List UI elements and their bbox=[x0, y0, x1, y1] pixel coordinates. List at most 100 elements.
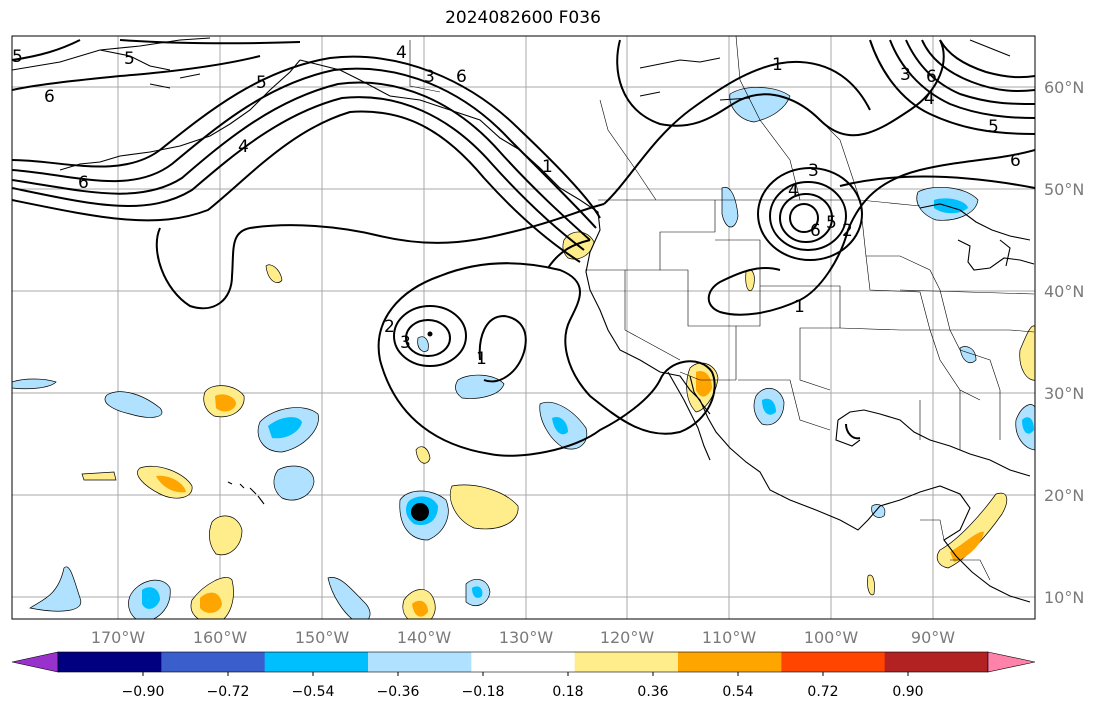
lon-label: 100°W bbox=[804, 628, 859, 647]
contour-label: 3 bbox=[808, 161, 819, 181]
contour-label: 3 bbox=[424, 67, 435, 87]
shade-blob bbox=[209, 515, 243, 556]
colorbar-cell bbox=[678, 652, 782, 672]
borders bbox=[409, 36, 1035, 581]
contour-label: 4 bbox=[238, 137, 249, 157]
lon-label: 170°W bbox=[91, 628, 146, 647]
shade-blob bbox=[327, 577, 371, 619]
shade-blob bbox=[1022, 417, 1034, 434]
colorbar-ticks: −0.90 −0.72 −0.54 −0.36 −0.18 0.18 0.36 0.54 0.7… bbox=[122, 672, 924, 700]
shade-blob bbox=[12, 378, 57, 390]
colorbar: −0.90 −0.72 −0.54 −0.36 −0.18 0.18 0.36 0.54 0.7… bbox=[11, 651, 1036, 700]
colorbar-cell bbox=[574, 652, 679, 672]
shade-blob bbox=[417, 336, 429, 352]
shade-blob bbox=[552, 416, 568, 435]
shade-blob bbox=[696, 370, 712, 397]
shade-blob bbox=[29, 566, 82, 612]
lon-label: 140°W bbox=[397, 628, 452, 647]
shade-blob bbox=[959, 346, 977, 363]
contour-label: 6 bbox=[78, 173, 89, 193]
shade-blob bbox=[762, 398, 776, 415]
contour-label: 6 bbox=[1010, 151, 1021, 171]
low-center-marker bbox=[427, 331, 433, 337]
contour-label: 6 bbox=[926, 67, 937, 87]
colorbar-tick-label: 0.18 bbox=[552, 684, 583, 700]
lat-label: 30°N bbox=[1044, 384, 1084, 403]
lon-label: 150°W bbox=[295, 628, 350, 647]
colorbar-extend-right bbox=[987, 651, 1036, 673]
colorbar-tick-label: −0.54 bbox=[292, 684, 335, 700]
shade-blob bbox=[104, 391, 163, 418]
map-title: 2024082600 F036 bbox=[445, 8, 601, 28]
colorbar-tick-label: 0.54 bbox=[722, 684, 753, 700]
lon-label: 90°W bbox=[911, 628, 955, 647]
contour-label: 5 bbox=[124, 49, 135, 69]
lon-label: 110°W bbox=[702, 628, 757, 647]
contours bbox=[12, 39, 1035, 457]
lat-label: 20°N bbox=[1044, 486, 1084, 505]
lat-label: 50°N bbox=[1044, 180, 1084, 199]
shade-blob bbox=[268, 417, 302, 439]
map-frame bbox=[11, 35, 1036, 620]
colorbar-extend-left bbox=[11, 651, 59, 673]
shading-anomalies bbox=[12, 87, 1035, 619]
shade-blob bbox=[950, 531, 984, 562]
contour-label: 1 bbox=[794, 297, 805, 317]
contour-label: 4 bbox=[788, 181, 799, 201]
colorbar-cell bbox=[781, 652, 886, 672]
lat-label: 10°N bbox=[1044, 588, 1084, 607]
contour-label: 1 bbox=[772, 55, 783, 75]
contour-label: 2 bbox=[384, 317, 395, 337]
contour-label: 6 bbox=[44, 87, 55, 107]
colorbar-cell bbox=[884, 652, 989, 672]
contour-label: 4 bbox=[924, 89, 935, 109]
shade-blob bbox=[472, 586, 483, 598]
shade-blob bbox=[273, 465, 315, 501]
contour-label: 4 bbox=[396, 43, 407, 63]
longitude-labels: 170°W 160°W 150°W 140°W 130°W 120°W 110°… bbox=[91, 628, 955, 647]
colorbar-cell bbox=[161, 652, 266, 672]
colorbar-cell bbox=[58, 652, 162, 672]
contour-labels: 5 6 6 4 5 5 4 3 6 1 1 3 4 5 6 2 1 3 6 4 … bbox=[12, 43, 1021, 369]
contour-label: 3 bbox=[400, 333, 411, 353]
lat-label: 40°N bbox=[1044, 282, 1084, 301]
lon-label: 120°W bbox=[600, 628, 655, 647]
contour-label: 5 bbox=[256, 73, 267, 93]
colorbar-tick-label: 0.72 bbox=[807, 684, 838, 700]
colorbar-cell bbox=[264, 652, 369, 672]
colorbar-cell bbox=[471, 652, 576, 672]
contour-label: 5 bbox=[988, 117, 999, 137]
shade-blob bbox=[1019, 325, 1035, 381]
colorbar-cell bbox=[368, 652, 472, 672]
contour-label: 3 bbox=[900, 65, 911, 85]
contour-label: 5 bbox=[12, 47, 23, 67]
contour-label: 5 bbox=[826, 213, 837, 233]
colorbar-tick-label: −0.72 bbox=[207, 684, 250, 700]
shade-blob bbox=[415, 446, 431, 464]
shade-blob bbox=[721, 186, 739, 228]
colorbar-tick-label: 0.36 bbox=[637, 684, 668, 700]
lat-label: 60°N bbox=[1044, 78, 1084, 97]
lon-label: 160°W bbox=[193, 628, 248, 647]
shade-blob bbox=[215, 394, 236, 412]
shade-blob bbox=[450, 484, 519, 530]
gridlines bbox=[12, 36, 1035, 619]
shade-blob bbox=[156, 475, 186, 493]
shade-blob bbox=[200, 592, 222, 613]
shade-blob bbox=[265, 264, 283, 283]
storm-marker bbox=[411, 503, 429, 521]
shade-blob bbox=[871, 504, 886, 518]
contour-label: 2 bbox=[842, 221, 853, 241]
colorbar-tick-label: −0.36 bbox=[377, 684, 420, 700]
shade-blob bbox=[867, 574, 875, 596]
contour-label: 1 bbox=[542, 157, 553, 177]
shade-blob bbox=[412, 600, 428, 617]
colorbar-tick-label: −0.18 bbox=[462, 684, 505, 700]
contour-label: 1 bbox=[476, 349, 487, 369]
colorbar-tick-label: 0.90 bbox=[892, 684, 923, 700]
colorbar-cells bbox=[57, 651, 989, 673]
colorbar-tick-label: −0.90 bbox=[122, 684, 165, 700]
contour-label: 6 bbox=[456, 67, 467, 87]
lon-label: 130°W bbox=[499, 628, 554, 647]
